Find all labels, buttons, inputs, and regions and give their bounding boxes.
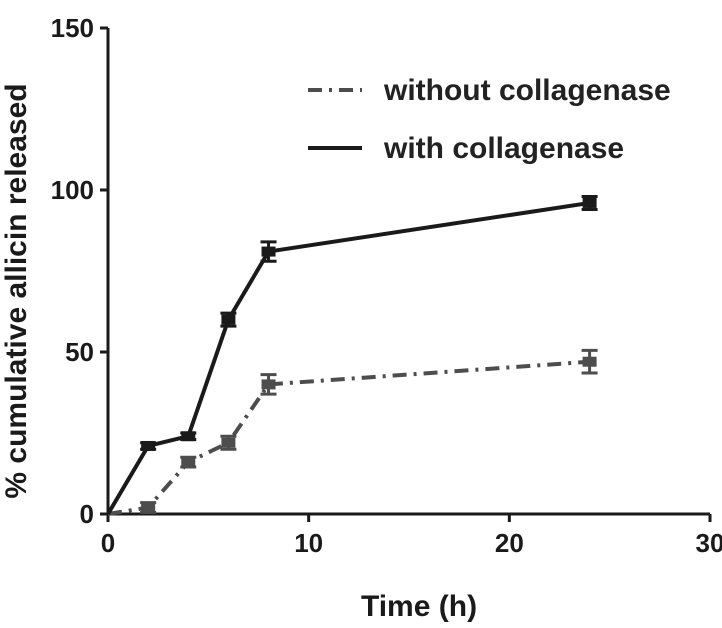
data-point: [221, 437, 236, 448]
y-tick-label: 150: [51, 13, 94, 43]
legend: without collagenase with collagenase: [308, 74, 671, 165]
data-point: [181, 457, 196, 468]
y-axis-title: % cumulative allicin released: [0, 83, 33, 498]
data-point: [582, 197, 597, 208]
x-tick-label: 20: [495, 528, 524, 558]
y-tick-label: 50: [65, 337, 94, 367]
y-tick-label: 0: [80, 499, 94, 529]
data-point: [221, 314, 236, 325]
x-tick-label: 10: [294, 528, 323, 558]
data-point: [582, 356, 597, 367]
series-1: [106, 194, 598, 516]
legend-label-1: with collagenase: [383, 132, 624, 165]
data-point: [141, 440, 156, 451]
y-tick-label: 100: [51, 175, 94, 205]
series-layer: [106, 194, 598, 516]
series-0: [107, 348, 598, 516]
x-tick-label: 30: [696, 528, 722, 558]
data-point: [261, 379, 276, 390]
series-line: [106, 200, 590, 516]
data-point: [141, 502, 156, 513]
x-tick-label: 0: [101, 528, 115, 558]
data-point: [181, 431, 196, 442]
legend-label-0: without collagenase: [383, 74, 671, 107]
data-point: [261, 246, 276, 257]
axes: 0 50 100 150 0 10 20 30: [51, 13, 722, 558]
x-axis-title: Time (h): [361, 590, 477, 623]
